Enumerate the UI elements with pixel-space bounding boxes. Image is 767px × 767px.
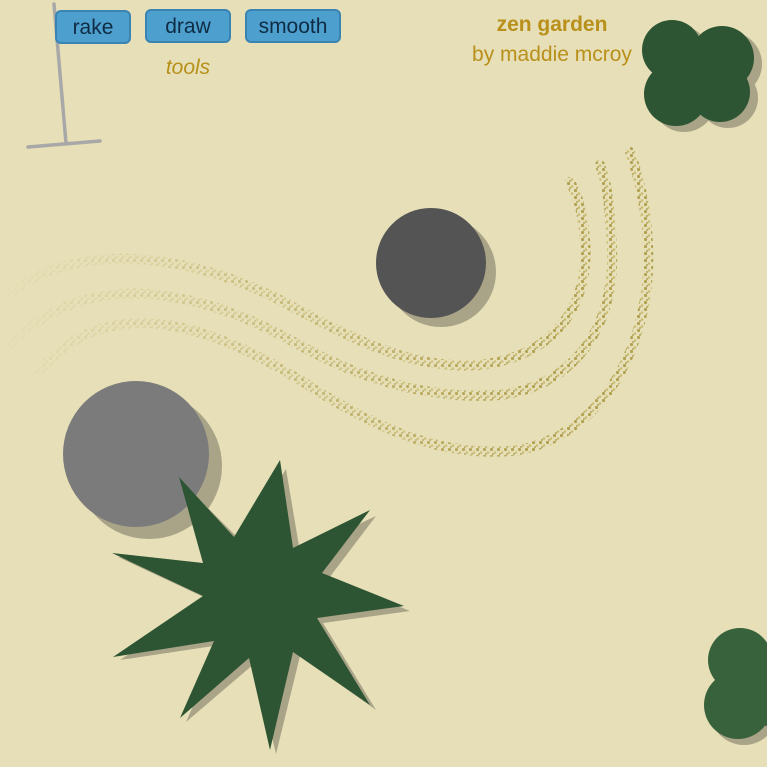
rake-marks	[0, 147, 654, 457]
rock-icon	[376, 208, 486, 318]
bush-bottom-right[interactable]	[704, 628, 767, 745]
rake-button[interactable]: rake	[55, 10, 131, 44]
rake-mark-line	[0, 177, 591, 371]
author-byline: by maddie mcroy	[472, 43, 632, 66]
bush-icon	[642, 20, 754, 126]
bush-top-right[interactable]	[642, 20, 762, 132]
star-plant[interactable]	[112, 460, 410, 754]
rake-mark-line	[35, 147, 654, 457]
smooth-button[interactable]: smooth	[245, 9, 341, 43]
tools-label: tools	[165, 56, 211, 79]
rock-light[interactable]	[63, 381, 222, 539]
draw-button[interactable]: draw	[145, 9, 231, 43]
rock-icon	[63, 381, 209, 527]
star-plant-icon	[112, 460, 404, 750]
rock-dark[interactable]	[376, 208, 496, 327]
rake-mark-line	[7, 160, 618, 401]
page-title: zen garden	[496, 13, 608, 36]
bush-icon	[704, 628, 767, 739]
